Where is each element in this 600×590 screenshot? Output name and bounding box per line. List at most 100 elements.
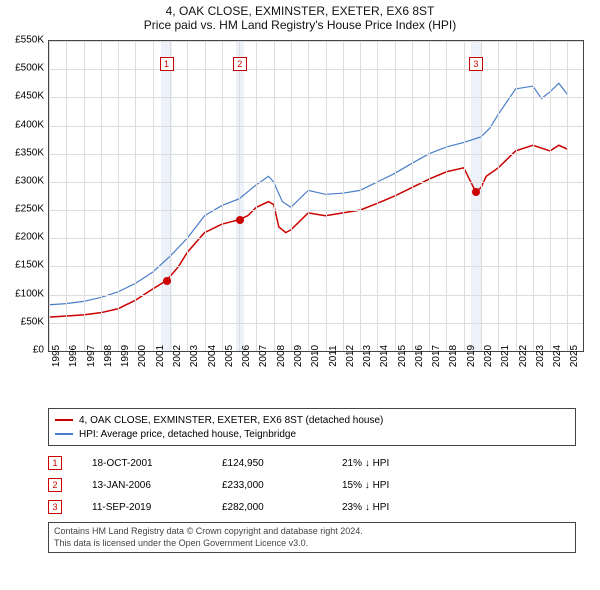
y-axis-label: £250K [0,204,44,215]
gridline-v [481,41,482,351]
x-axis-label: 2014 [379,345,390,367]
transaction-date: 13-JAN-2006 [92,480,192,491]
gridline-v [205,41,206,351]
transaction-marker: 2 [48,478,62,492]
gridline-v [498,41,499,351]
transaction-marker-box: 2 [233,57,247,71]
x-axis-label: 2001 [155,345,166,367]
y-axis-label: £0 [0,345,44,356]
gridline-h [49,238,583,239]
gridline-v [135,41,136,351]
legend-label: HPI: Average price, detached house, Teig… [79,429,296,440]
x-axis-label: 2024 [552,345,563,367]
transaction-marker: 3 [48,500,62,514]
y-axis-label: £50K [0,316,44,327]
x-axis-label: 2002 [172,345,183,367]
gridline-v [101,41,102,351]
y-axis-label: £450K [0,91,44,102]
footer-line: This data is licensed under the Open Gov… [54,538,570,550]
gridline-v [239,41,240,351]
gridline-h [49,323,583,324]
transaction-date: 11-SEP-2019 [92,502,192,513]
gridline-v [412,41,413,351]
gridline-v [49,41,50,351]
x-axis-label: 2009 [293,345,304,367]
table-row: 1 18-OCT-2001 £124,950 21% ↓ HPI [48,452,576,474]
gridline-v [291,41,292,351]
x-axis-label: 2016 [414,345,425,367]
title-line1: 4, OAK CLOSE, EXMINSTER, EXETER, EX6 8ST [0,4,600,18]
gridline-v [550,41,551,351]
transaction-marker: 1 [48,456,62,470]
gridline-v [256,41,257,351]
legend-swatch [55,419,73,421]
gridline-h [49,154,583,155]
table-row: 3 11-SEP-2019 £282,000 23% ↓ HPI [48,496,576,518]
transaction-marker-box: 1 [160,57,174,71]
x-axis-label: 2012 [345,345,356,367]
gridline-v [567,41,568,351]
y-axis-label: £350K [0,147,44,158]
x-axis-label: 2000 [137,345,148,367]
footer-line: Contains HM Land Registry data © Crown c… [54,526,570,538]
footer-attribution: Contains HM Land Registry data © Crown c… [48,522,576,553]
chart-title: 4, OAK CLOSE, EXMINSTER, EXETER, EX6 8ST… [0,0,600,34]
gridline-v [360,41,361,351]
y-axis-label: £300K [0,175,44,186]
x-axis-label: 2003 [189,345,200,367]
transaction-price: £233,000 [222,480,312,491]
legend-label: 4, OAK CLOSE, EXMINSTER, EXETER, EX6 8ST… [79,415,383,426]
transaction-pct: 23% ↓ HPI [342,502,442,513]
legend-swatch [55,433,73,435]
y-axis-label: £200K [0,232,44,243]
gridline-h [49,182,583,183]
x-axis-label: 2019 [466,345,477,367]
chart-lines [49,41,583,351]
gridline-v [326,41,327,351]
x-axis-label: 2023 [535,345,546,367]
gridline-v [222,41,223,351]
gridline-v [395,41,396,351]
x-axis-label: 2005 [224,345,235,367]
x-axis-label: 2018 [448,345,459,367]
transaction-dot [472,188,480,196]
gridline-v [446,41,447,351]
chart-area: 1 2 3 £0 £50K £100K £150K £200K £250K £300K £350K… [0,34,592,404]
x-axis-label: 1997 [86,345,97,367]
gridline-v [170,41,171,351]
x-axis-label: 2013 [362,345,373,367]
y-axis-label: £100K [0,288,44,299]
x-axis-label: 2021 [500,345,511,367]
x-axis-label: 1996 [68,345,79,367]
x-axis-label: 2007 [258,345,269,367]
x-axis-label: 2015 [397,345,408,367]
x-axis-label: 1998 [103,345,114,367]
gridline-v [187,41,188,351]
x-axis-label: 2010 [310,345,321,367]
transactions-table: 1 18-OCT-2001 £124,950 21% ↓ HPI 2 13-JA… [48,452,576,518]
gridline-h [49,210,583,211]
gridline-v [429,41,430,351]
gridline-v [118,41,119,351]
x-axis-label: 2004 [207,345,218,367]
title-line2: Price paid vs. HM Land Registry's House … [0,18,600,32]
transaction-marker-box: 3 [469,57,483,71]
x-axis-label: 2006 [241,345,252,367]
gridline-v [533,41,534,351]
x-axis-label: 2008 [276,345,287,367]
gridline-v [464,41,465,351]
table-row: 2 13-JAN-2006 £233,000 15% ↓ HPI [48,474,576,496]
y-axis-label: £150K [0,260,44,271]
legend: 4, OAK CLOSE, EXMINSTER, EXETER, EX6 8ST… [48,408,576,446]
transaction-price: £282,000 [222,502,312,513]
legend-item: HPI: Average price, detached house, Teig… [55,427,569,441]
plot-region: 1 2 3 [48,40,584,352]
x-axis-label: 2020 [483,345,494,367]
legend-item: 4, OAK CLOSE, EXMINSTER, EXETER, EX6 8ST… [55,413,569,427]
gridline-v [66,41,67,351]
gridline-v [343,41,344,351]
gridline-v [274,41,275,351]
gridline-v [153,41,154,351]
y-axis-label: £550K [0,35,44,46]
x-axis-label: 1999 [120,345,131,367]
